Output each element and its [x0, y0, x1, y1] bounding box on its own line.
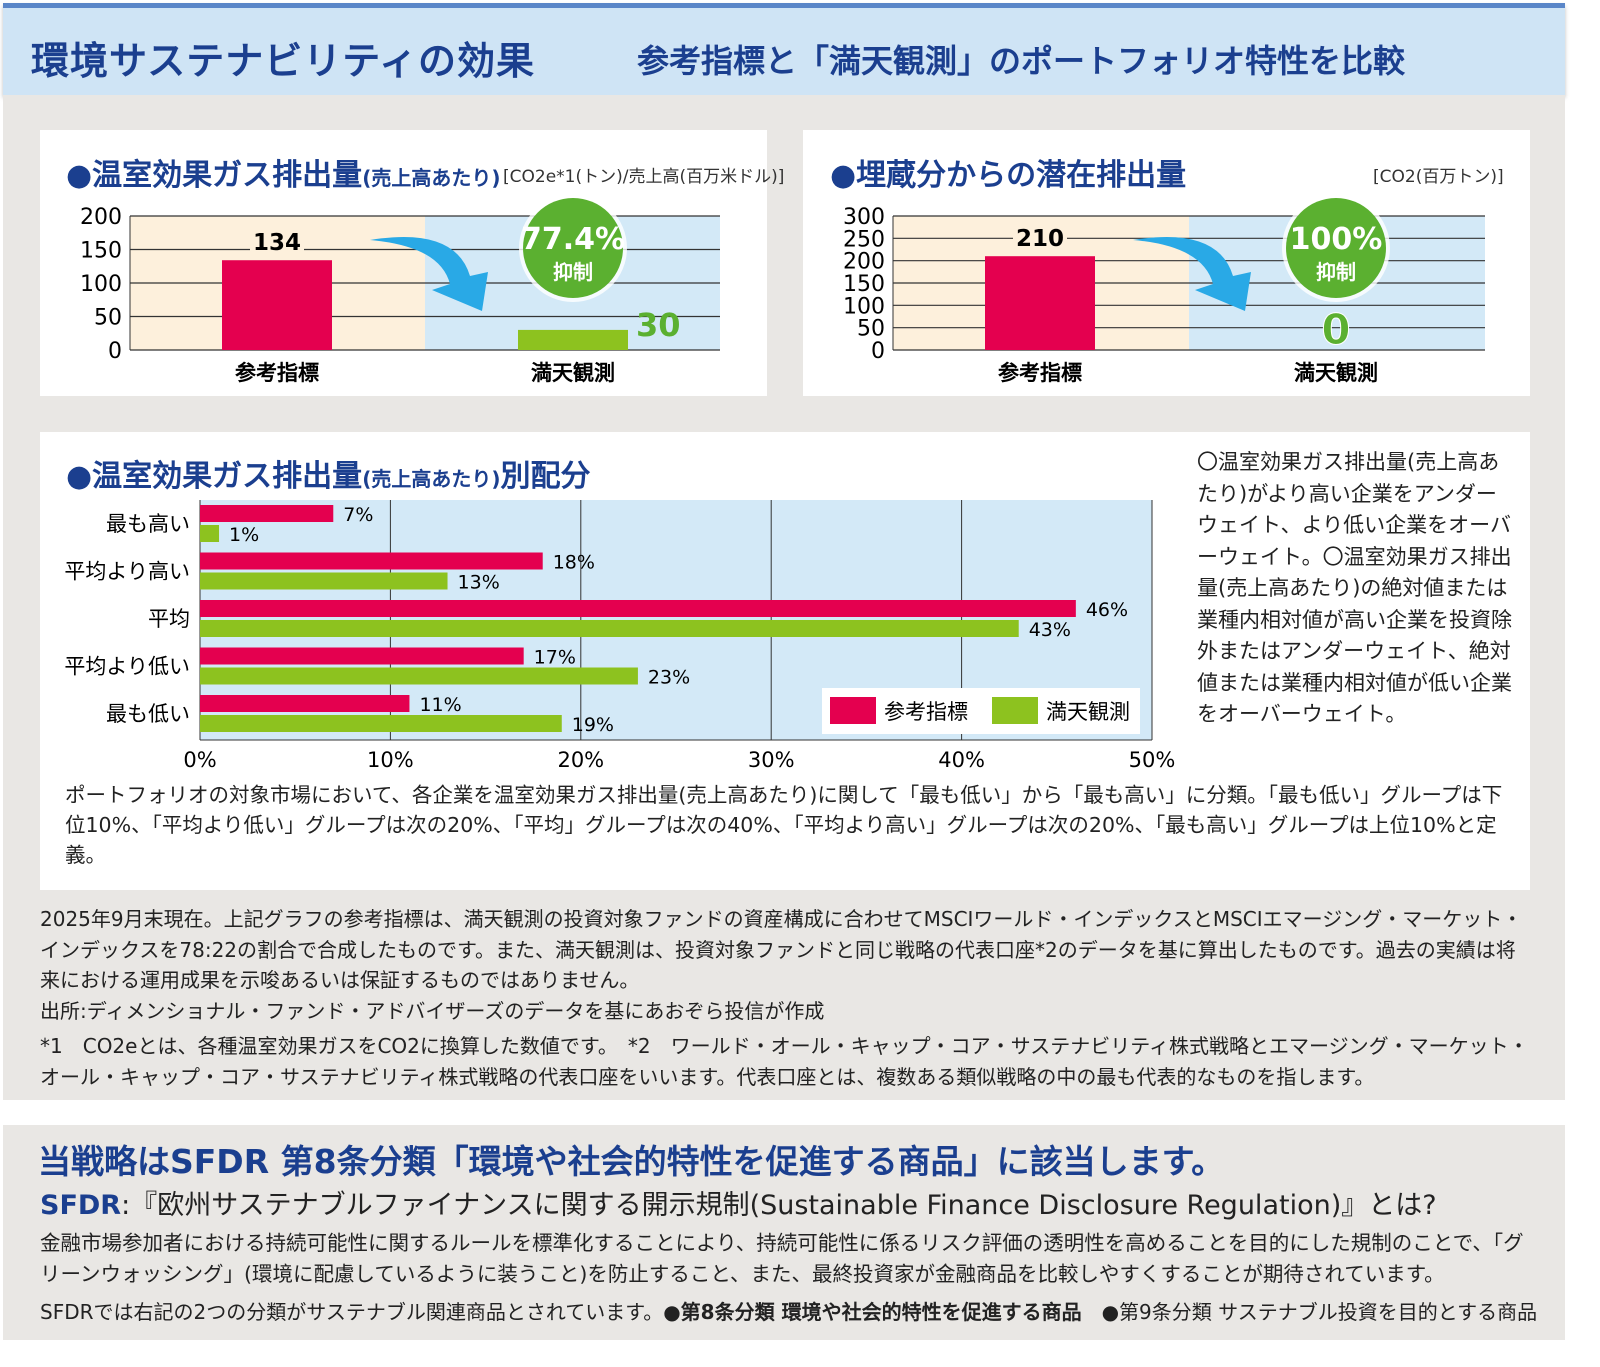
ghg-chart-unit: [CO2e*1(トン)/売上高(百万米ドル)]	[503, 167, 785, 187]
dist-bar-fund	[200, 667, 638, 685]
ghg-data-label: 134	[253, 230, 301, 256]
dist-bar-fund	[200, 715, 562, 732]
dist-bar-fund	[200, 572, 448, 590]
page-title: 環境サステナビリティの効果	[31, 39, 535, 83]
sfdr-class8: ●第8条分類 環境や社会的特性を促進する商品	[663, 1300, 1082, 1324]
dist-legend-swatch	[830, 697, 876, 724]
dist-xtick: 50%	[1129, 748, 1176, 772]
ghg-category-label: 参考指標	[235, 361, 319, 385]
dist-category-label: 平均より高い	[64, 560, 190, 584]
ghg-ytick: 200	[80, 205, 122, 230]
dist-data-label: 43%	[1029, 619, 1071, 641]
dist-legend-label: 参考指標	[884, 700, 968, 724]
sfdr-class9: ●第9条分類 サステナブル投資を目的とする商品	[1101, 1300, 1538, 1324]
sfdr-body: 金融市場参加者における持続可能性に関するルールを標準化することにより、持続可能性…	[40, 1231, 1524, 1286]
sfdr-box	[3, 1125, 1565, 1340]
ghg-ytick: 50	[94, 306, 122, 331]
reserves-label-bg	[1013, 218, 1067, 249]
dist-bar-reference	[200, 505, 334, 522]
dist-bar-reference	[200, 552, 543, 570]
reserves-ytick: 200	[843, 250, 885, 275]
reserves-data-label: 0	[1321, 305, 1350, 354]
note-source: 出所:ディメンショナル・ファンド・アドバイザーズのデータを基にあおぞら投信が作成	[40, 998, 825, 1023]
sfdr-classes: SFDRでは右記の2つの分類がサステナブル関連商品とされています。●第8条分類 …	[40, 1300, 1538, 1324]
dist-bar-reference	[200, 600, 1076, 617]
page-subtitle: 参考指標と「満天観測」のポートフォリオ特性を比較	[637, 42, 1406, 80]
reserves-chart-title: ●埋蔵分からの潜在排出量	[830, 158, 1187, 193]
ghg-arrow-icon	[370, 236, 488, 311]
dist-data-label: 11%	[419, 694, 461, 716]
reserves-ytick: 100	[843, 294, 885, 319]
reserves-ytick: 300	[843, 205, 885, 230]
dist-legend-swatch	[992, 697, 1038, 724]
ghg-ytick: 0	[108, 339, 122, 364]
ghg-ytick: 150	[80, 239, 122, 264]
footnotes: 2025年9月末現在。上記グラフの参考指標は、満天観測の投資対象ファンドの資産構…	[40, 904, 1535, 1092]
dist-xtick: 20%	[557, 748, 604, 772]
dist-bar-fund	[200, 525, 220, 542]
reserves-data-label: 210	[1016, 226, 1064, 252]
ghg-bar	[518, 329, 628, 350]
dist-bar-fund	[200, 620, 1019, 637]
ghg-badge	[523, 198, 623, 298]
ghg-category-label: 満天観測	[531, 361, 615, 385]
dist-data-label: 46%	[1086, 599, 1128, 621]
ghg-badge-value: 77.4%	[521, 222, 625, 257]
dist-data-label: 7%	[343, 504, 373, 526]
dist-bar-reference	[200, 695, 410, 712]
dist-category-label: 最も高い	[106, 512, 190, 536]
dist-bar-reference	[200, 647, 524, 665]
sfdr-headline: 当戦略はSFDR 第8条分類「環境や社会的特性を促進する商品」に該当します。	[38, 1142, 1225, 1181]
dist-category-label: 平均	[148, 607, 190, 631]
note-definitions: *1 CO2eとは、各種温室効果ガスをCO2に換算した数値です。 *2 ワールド…	[40, 1034, 1529, 1089]
reserves-badge-value: 100%	[1290, 222, 1383, 257]
ghg-ytick: 100	[80, 272, 122, 297]
reserves-badge-label: 抑制	[1316, 260, 1356, 284]
sfdr-question: SFDR:『欧州サステナブルファイナンスに関する開示規制(Sustainable…	[40, 1190, 1437, 1221]
ghg-data-label: 30	[636, 306, 681, 344]
ghg-chart-title: ●温室効果ガス排出量(売上高あたり)	[66, 158, 501, 193]
reserves-bar	[985, 256, 1095, 350]
page-header: 環境サステナビリティの効果 参考指標と「満天観測」のポートフォリオ特性を比較	[3, 3, 1565, 95]
reserves-ytick: 0	[871, 339, 885, 364]
dist-xtick: 40%	[938, 748, 985, 772]
dist-data-label: 17%	[534, 647, 576, 669]
reserves-category-label: 満天観測	[1294, 361, 1378, 385]
ghg-label-bg	[250, 222, 304, 253]
dist-legend-label: 満天観測	[1046, 700, 1130, 724]
dist-category-label: 最も低い	[106, 702, 190, 726]
reserves-ytick: 150	[843, 272, 885, 297]
reserves-chart-unit: [CO2(百万トン)]	[1373, 167, 1504, 187]
group-definition: ポートフォリオの対象市場において、各企業を温室効果ガス排出量(売上高あたり)に関…	[65, 783, 1503, 867]
dist-category-label: 平均より低い	[64, 655, 190, 679]
reserves-category-label: 参考指標	[998, 361, 1082, 385]
ghg-bar	[222, 260, 332, 350]
dist-data-label: 1%	[229, 524, 259, 546]
note-basis: 2025年9月末現在。上記グラフの参考指標は、満天観測の投資対象ファンドの資産構…	[40, 907, 1523, 992]
dist-data-label: 13%	[458, 572, 500, 594]
dist-xtick: 10%	[367, 748, 414, 772]
dist-data-label: 19%	[572, 714, 614, 736]
reserves-ytick: 50	[857, 317, 885, 342]
strategy-description: 〇温室効果ガス排出量(売上高あたり)がより高い企業をアンダーウェイト、より低い企…	[1197, 450, 1512, 726]
ghg-badge-label: 抑制	[553, 260, 593, 284]
dist-data-label: 23%	[648, 667, 690, 689]
distribution-chart-title: ●温室効果ガス排出量(売上高あたり)別配分	[66, 459, 591, 494]
dist-data-label: 18%	[553, 552, 595, 574]
dist-xtick: 0%	[183, 748, 216, 772]
dist-xtick: 30%	[748, 748, 795, 772]
reserves-badge	[1286, 198, 1386, 298]
reserves-ytick: 250	[843, 227, 885, 252]
reserves-arrow-icon	[1133, 236, 1251, 311]
